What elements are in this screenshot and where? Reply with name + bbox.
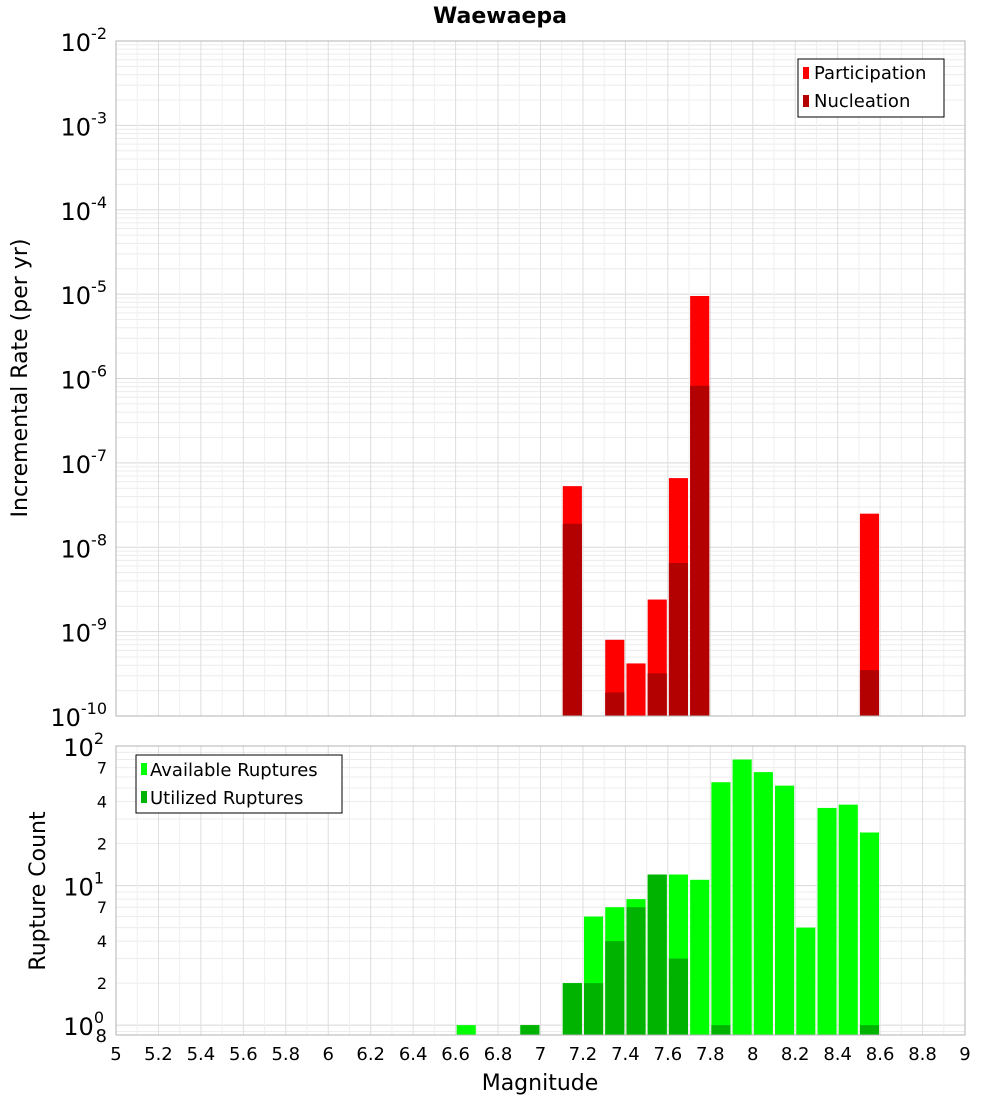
nucleation-bar: [668, 563, 689, 716]
chart-title: Waewaepa: [433, 4, 567, 29]
available-ruptures-bar: [753, 772, 773, 1035]
top-legend-box: [797, 58, 945, 118]
utilized-ruptures-bar: [859, 1025, 880, 1035]
top-y-axis-label: Incremental Rate (per yr): [8, 239, 33, 518]
available-ruptures-bar: [711, 782, 731, 1035]
utilized-ruptures-bar: [605, 941, 625, 1035]
available-ruptures-bar: [732, 759, 752, 1035]
top-y-tick-label: 10-4: [61, 193, 108, 226]
bottom-y-major-tick-label: 100: [63, 1008, 104, 1041]
bottom-y-minor-tick-label: 2: [97, 974, 107, 993]
legend-label-utilized: Utilized Ruptures: [150, 788, 303, 809]
utilized-ruptures-bar: [584, 983, 604, 1035]
bottom-y-minor-tick-label: 2: [97, 835, 107, 854]
bottom-y-bottom-label: 8: [96, 1026, 107, 1047]
x-tick-label: 8: [747, 1044, 758, 1065]
x-tick-label: 7.2: [569, 1044, 598, 1065]
x-tick-label: 7: [535, 1044, 546, 1065]
utilized-ruptures-bar: [520, 1025, 540, 1035]
utilized-ruptures-bar: [647, 874, 667, 1035]
x-tick-label: 5.4: [187, 1044, 216, 1065]
legend-swatch-available: [141, 763, 147, 775]
bottom-legend-box: [135, 754, 343, 814]
participation-bar: [859, 513, 880, 716]
top-grid: [115, 40, 966, 717]
utilized-ruptures-bar: [668, 958, 689, 1035]
bottom-y-minor-tick-label: 7: [97, 759, 107, 778]
nucleation-bar: [859, 670, 880, 716]
bottom-y-minor-tick-label: 7: [97, 898, 107, 917]
top-y-tick-label: 10-7: [61, 446, 108, 479]
legend-swatch-utilized: [141, 791, 147, 803]
bottom-y-major-tick-label: 102: [63, 729, 104, 762]
utilized-ruptures-bar: [562, 983, 582, 1035]
x-tick-label: 8.2: [781, 1044, 810, 1065]
top-legend: Participation Nucleation: [797, 58, 945, 118]
bottom-y-tick-labels: 100 101 102 2 4 7 2 4 7 8: [63, 729, 107, 1047]
nucleation-bar: [647, 673, 667, 716]
x-tick-label: 6.8: [484, 1044, 513, 1065]
available-ruptures-bar: [690, 879, 710, 1035]
x-axis-label: Magnitude: [482, 1071, 599, 1096]
bottom-legend: Available Ruptures Utilized Ruptures: [135, 754, 343, 814]
x-tick-label: 5.8: [271, 1044, 300, 1065]
x-tick-label: 6.2: [356, 1044, 385, 1065]
bottom-y-axis-label: Rupture Count: [26, 811, 51, 971]
bottom-y-minor-tick-label: 4: [97, 932, 107, 951]
x-tick-label: 5: [110, 1044, 121, 1065]
top-plot-border: [115, 40, 966, 717]
x-tick-labels: 5 5.2 5.4 5.6 5.8 6 6.2 6.4 6.6 6.8 7 7.2 7.4 7.6 7.8 8…: [110, 1044, 970, 1065]
participation-bar: [626, 663, 646, 716]
nucleation-bar: [690, 385, 710, 716]
top-y-tick-label: 10-3: [61, 108, 108, 141]
x-tick-label: 8.8: [908, 1044, 937, 1065]
available-ruptures-bar: [859, 832, 880, 1035]
x-tick-label: 7.8: [696, 1044, 725, 1065]
bottom-bars: [456, 759, 880, 1035]
x-tick-label: 6.4: [399, 1044, 428, 1065]
top-y-tick-label: 10-10: [50, 699, 107, 732]
bottom-y-minor-tick-label: 4: [97, 793, 107, 812]
top-y-tick-labels: 10-10 10-9 10-8 10-7 10-6 10-5 10-4 10-3 10-2: [50, 24, 107, 732]
top-y-tick-label: 10-8: [61, 530, 108, 563]
x-tick-label: 7.6: [654, 1044, 683, 1065]
available-ruptures-bar: [817, 807, 837, 1035]
x-tick-label: 9: [959, 1044, 970, 1065]
nucleation-bar: [605, 692, 625, 716]
top-y-tick-label: 10-2: [61, 24, 108, 57]
available-ruptures-bar: [838, 804, 858, 1035]
top-bars: [562, 296, 880, 716]
bottom-y-major-tick-label: 101: [63, 869, 104, 902]
nucleation-bar: [562, 523, 582, 716]
x-tick-label: 5.6: [229, 1044, 258, 1065]
x-tick-label: 5.2: [144, 1044, 173, 1065]
available-ruptures-bar: [456, 1025, 476, 1035]
top-y-tick-label: 10-5: [61, 277, 108, 310]
legend-label-nucleation: Nucleation: [814, 91, 910, 112]
legend-label-available: Available Ruptures: [150, 760, 318, 781]
top-y-tick-label: 10-9: [61, 615, 108, 648]
x-tick-label: 8.4: [823, 1044, 852, 1065]
legend-swatch-participation: [803, 67, 809, 79]
top-y-tick-label: 10-6: [61, 362, 108, 395]
legend-swatch-nucleation: [803, 95, 809, 107]
x-tick-label: 8.6: [866, 1044, 895, 1065]
utilized-ruptures-bar: [711, 1025, 731, 1035]
x-tick-label: 6: [323, 1044, 334, 1065]
bottom-plot-border: [115, 745, 966, 1036]
x-tick-label: 7.4: [611, 1044, 640, 1065]
x-tick-label: 6.6: [441, 1044, 470, 1065]
legend-label-participation: Participation: [814, 63, 926, 84]
utilized-ruptures-bar: [626, 907, 646, 1035]
available-ruptures-bar: [775, 785, 795, 1035]
available-ruptures-bar: [796, 927, 816, 1035]
